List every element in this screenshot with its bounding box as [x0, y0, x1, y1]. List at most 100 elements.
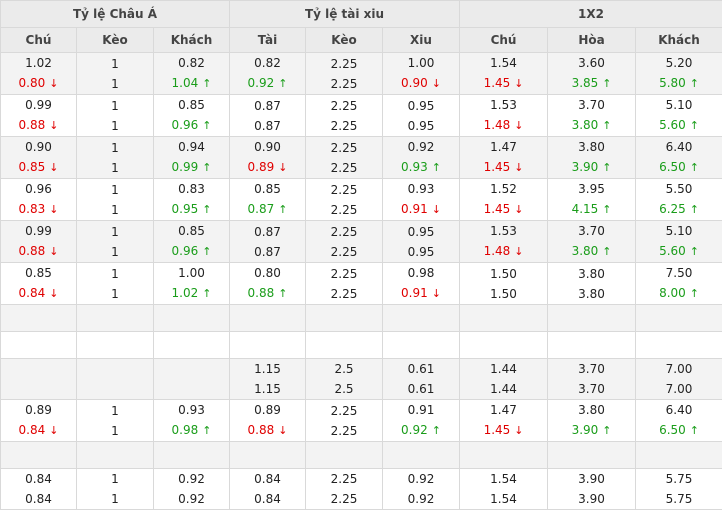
- odds-pair: 3.70 3.70: [548, 359, 635, 399]
- opening-odds: 3.70: [548, 221, 635, 241]
- empty-cell: [77, 305, 154, 332]
- empty-cell: [154, 305, 230, 332]
- empty-cell: [383, 305, 460, 332]
- current-odds: 1.44: [460, 379, 547, 399]
- opening-odds: 1: [77, 401, 153, 421]
- current-odds: 1.48↓: [460, 115, 547, 136]
- odds-value: 1.47: [490, 403, 517, 417]
- col-header-draw: Hòa: [548, 28, 636, 53]
- odds-value: 1.54: [490, 472, 517, 486]
- odds-value: 3.70: [578, 382, 605, 396]
- current-odds: 1: [77, 489, 153, 509]
- arrow-down-icon: ↓: [49, 287, 58, 300]
- group-header-1x2: 1X2: [460, 1, 722, 28]
- current-odds: 1.50: [460, 284, 547, 304]
- opening-odds: 3.80: [548, 400, 635, 420]
- odds-value: 2.25: [331, 99, 358, 113]
- odds-value: 1: [111, 492, 119, 506]
- opening-odds: 1.52: [460, 179, 547, 199]
- odds-value: 0.88: [248, 423, 275, 437]
- opening-odds: 5.50: [636, 179, 722, 199]
- odds-value: 0.85: [25, 266, 52, 280]
- odds-value: 2.5: [334, 382, 353, 396]
- arrow-up-icon: ↑: [202, 424, 211, 437]
- opening-odds: 0.87: [230, 222, 305, 242]
- current-odds: 0.88↓: [230, 420, 305, 441]
- opening-odds: 2.5: [306, 359, 382, 379]
- empty-cell: [1, 442, 77, 469]
- empty-cell: [636, 332, 722, 359]
- opening-odds: 3.90: [548, 469, 635, 489]
- current-odds: 1.45↓: [460, 420, 547, 441]
- odds-value: 3.70: [578, 224, 605, 238]
- opening-odds: 3.70: [548, 95, 635, 115]
- odds-value: 2.25: [331, 225, 358, 239]
- current-odds: 0.92: [154, 489, 229, 509]
- arrow-up-icon: ↑: [432, 424, 441, 437]
- arrow-up-icon: ↑: [602, 203, 611, 216]
- arrow-down-icon: ↓: [514, 119, 523, 132]
- odds-value: 0.80: [19, 76, 46, 90]
- opening-odds: 3.70: [548, 359, 635, 379]
- group-header-over-under: Tỷ lệ tài xiu: [230, 1, 460, 28]
- odds-value: 0.87: [254, 245, 281, 259]
- current-odds: 0.95: [383, 116, 459, 136]
- odds-value: 0.84: [19, 286, 46, 300]
- current-odds: 1.48↓: [460, 241, 547, 262]
- odds-value: 2.25: [331, 161, 358, 175]
- odds-value: 2.25: [331, 472, 358, 486]
- cell-away-odds: [154, 359, 230, 400]
- arrow-up-icon: ↑: [602, 424, 611, 437]
- cell-over-odds: 0.87 0.87: [230, 221, 306, 263]
- current-odds: 0.96↑: [154, 115, 229, 136]
- odds-value: 0.88: [19, 118, 46, 132]
- current-odds: 1.45↓: [460, 199, 547, 220]
- odds-value: 3.70: [578, 362, 605, 376]
- odds-value: 6.50: [659, 423, 686, 437]
- odds-pair: 1.47 1.45↓: [460, 400, 547, 441]
- odds-value: 0.91: [401, 202, 428, 216]
- empty-cell: [230, 305, 306, 332]
- opening-odds: 0.92: [383, 469, 459, 489]
- odds-value: 3.90: [578, 472, 605, 486]
- odds-value: 0.96: [172, 244, 199, 258]
- odds-value: 2.25: [331, 57, 358, 71]
- odds-value: 0.83: [178, 182, 205, 196]
- odds-value: 1.53: [490, 98, 517, 112]
- current-odds: 3.90↑: [548, 157, 635, 178]
- current-odds: 0.99↑: [154, 157, 229, 178]
- opening-odds: 0.91: [383, 400, 459, 420]
- cell-win-home-odds: 1.47 1.45↓: [460, 400, 548, 442]
- odds-value: 3.85: [572, 76, 599, 90]
- current-odds: 1.04↑: [154, 73, 229, 94]
- opening-odds: 0.90: [230, 137, 305, 157]
- arrow-down-icon: ↓: [278, 424, 287, 437]
- col-header-line: Kèo: [306, 28, 383, 53]
- empty-cell: [77, 442, 154, 469]
